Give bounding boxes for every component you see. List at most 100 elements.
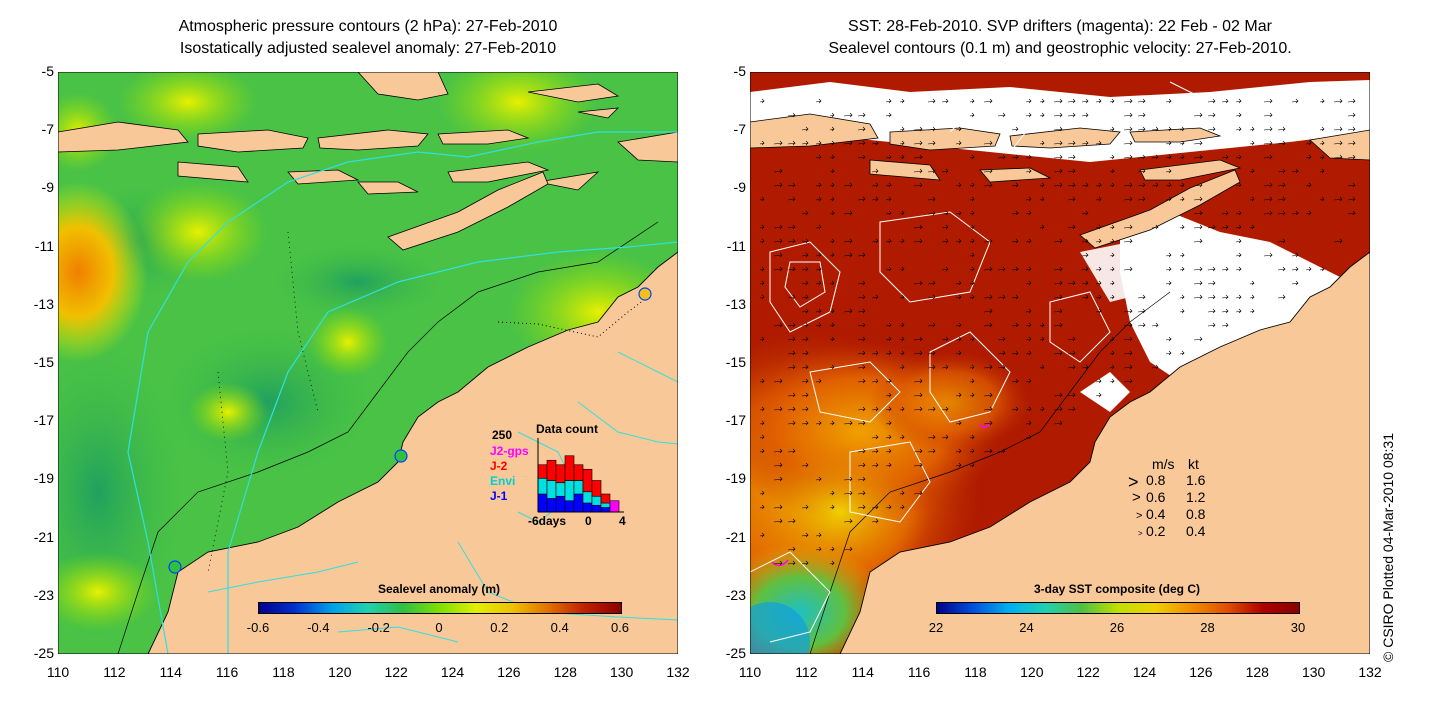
y-tick-label: -17 [20,412,54,428]
left-map-panel [58,72,678,654]
colorbar-tick-label: 22 [916,620,956,635]
histogram-bar-segment [556,483,565,497]
x-tick-label: 116 [207,664,247,680]
y-tick-label: -21 [20,529,54,545]
colorbar-tick-label: 24 [1007,620,1047,635]
histogram-bar-segment [565,456,574,481]
y-tick-label: -23 [712,587,746,603]
velocity-arrow-icon: > [1138,529,1143,538]
inset-satellite-legend: J2-gps J-2 Envi J-1 [490,444,529,504]
y-tick-label: -5 [20,63,54,79]
y-tick-label: -21 [712,529,746,545]
x-tick-label: 114 [843,664,883,680]
velocity-kt: 1.2 [1186,489,1205,505]
x-tick-label: 128 [545,664,585,680]
colorbar-tick-label: 0.2 [479,620,519,635]
x-tick-label: 124 [1125,664,1165,680]
histogram-bar-segment [583,469,592,492]
y-tick-label: -13 [712,296,746,312]
y-tick-label: -11 [712,238,746,254]
left-colorbar [258,602,622,614]
x-tick-label: 130 [1294,664,1334,680]
x-tick-label: 126 [1181,664,1221,680]
colorbar-tick-label: 0.6 [600,620,640,635]
histogram-bar-segment [592,496,601,505]
colorbar-tick-label: -0.6 [238,620,278,635]
colorbar-tick-label: 28 [1188,620,1228,635]
velocity-kt: 0.4 [1186,523,1205,539]
y-tick-label: -9 [712,179,746,195]
histogram-bar-segment [610,501,619,512]
colorbar-tick-label: -0.4 [298,620,338,635]
velocity-legend: m/s kt > 0.8 1.6 > 0.6 1.2 > 0.4 0.8 > 0… [1128,456,1238,546]
right-title-line2: Sealevel contours (0.1 m) and geostrophi… [750,39,1370,59]
colorbar-tick-label: 0 [419,620,459,635]
y-tick-label: -15 [20,354,54,370]
inset-x-start: -6days [528,514,566,528]
y-tick-label: -13 [20,296,54,312]
x-tick-label: 126 [489,664,529,680]
velocity-ms: 0.2 [1146,523,1165,539]
velocity-arrow-icon: > [1136,510,1142,522]
velocity-header-kt: kt [1188,456,1199,472]
inset-count-label: 250 [492,428,512,442]
histogram-bar-segment [601,503,610,508]
y-tick-label: -19 [712,470,746,486]
histogram-bar-segment [592,481,601,497]
colorbar-tick-label: 0.4 [540,620,580,635]
plot-stamp: © CSIRO Plotted 04-Mar-2010 08:31 [1380,433,1396,662]
histogram-bar-segment [538,494,547,512]
histogram-bar-segment [565,481,574,501]
histogram-bar-segment [565,501,574,512]
velocity-header-ms: m/s [1152,456,1175,472]
colorbar-tick-label: 26 [1097,620,1137,635]
velocity-ms: 0.6 [1146,489,1165,505]
velocity-ms: 0.8 [1146,472,1165,488]
data-count-inset: 250 Data count J2-gps J-2 Envi J-1 -6day… [488,420,638,530]
y-tick-label: -23 [20,587,54,603]
left-map [58,72,678,654]
y-tick-label: -25 [712,645,746,661]
y-tick-label: -19 [20,470,54,486]
y-tick-label: -9 [20,179,54,195]
right-map [750,72,1370,654]
x-tick-label: 128 [1237,664,1277,680]
x-tick-label: 124 [433,664,473,680]
histogram-bar-segment [556,465,565,483]
velocity-row-2: > 0.4 0.8 [1136,506,1142,522]
x-tick-label: 110 [38,664,78,680]
y-tick-label: -11 [20,238,54,254]
x-tick-label: 118 [955,664,995,680]
y-tick-label: -25 [20,645,54,661]
x-tick-label: 112 [786,664,826,680]
left-colorbar-title: Sealevel anomaly (m) [258,582,620,596]
histogram-bar-segment [601,494,610,503]
inset-x-end: 4 [619,514,626,528]
histogram-bar-segment [556,496,565,512]
histogram-bar-segment [592,505,601,512]
x-tick-label: 132 [658,664,698,680]
left-title-line2: Isostatically adjusted sealevel anomaly:… [58,39,678,59]
data-count-histogram [536,438,626,514]
histogram-bar-segment [574,494,583,512]
histogram-bar-segment [601,508,610,513]
x-tick-label: 110 [730,664,770,680]
histogram-bar-segment [583,492,592,503]
x-tick-label: 118 [263,664,303,680]
velocity-kt: 0.8 [1186,506,1205,522]
histogram-bar-segment [583,503,592,512]
right-colorbar [936,602,1300,614]
x-tick-label: 120 [1012,664,1052,680]
velocity-row-3: > 0.2 0.4 [1138,523,1143,539]
velocity-kt: 1.6 [1186,472,1205,488]
histogram-bar-segment [547,481,556,499]
y-tick-label: -15 [712,354,746,370]
inset-x-mid: 0 [585,514,592,528]
left-title-line1: Atmospheric pressure contours (2 hPa): 2… [58,17,678,37]
histogram-bar-segment [547,460,556,480]
x-tick-label: 112 [94,664,134,680]
x-tick-label: 122 [376,664,416,680]
histogram-bar-segment [574,481,583,495]
histogram-bar-segment [538,465,547,479]
histogram-bar-segment [574,465,583,481]
